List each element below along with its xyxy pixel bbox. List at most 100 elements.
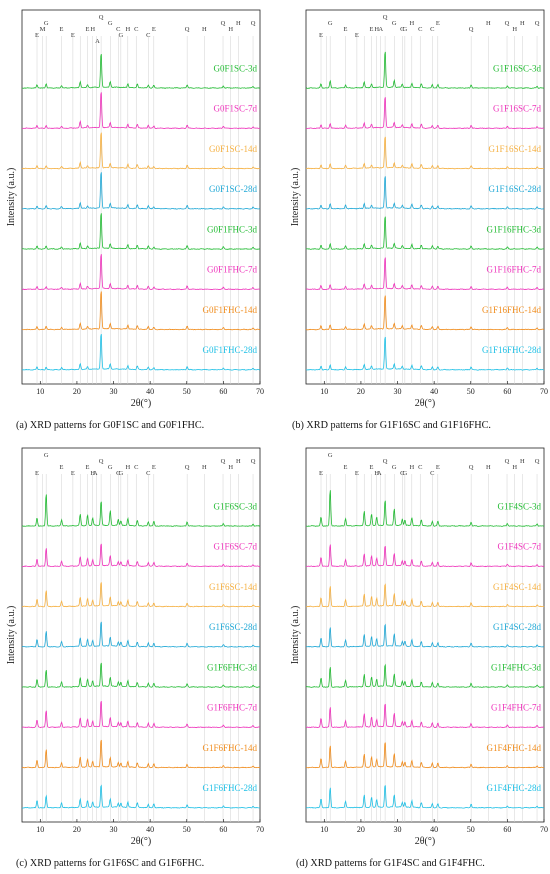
series-label: G0F1SC-3d	[213, 63, 257, 73]
series-label: G1F16SC-3d	[493, 63, 542, 73]
x-tick-label: 40	[146, 387, 154, 396]
x-tick-label: 50	[183, 825, 191, 834]
x-tick-label: 70	[540, 825, 548, 834]
phase-label: A	[95, 38, 100, 45]
series-label: G1F16FHC-14d	[482, 305, 542, 315]
phase-label: H	[486, 464, 491, 471]
series-label: G1F6FHC-7d	[207, 703, 258, 713]
x-tick-label: 60	[219, 387, 227, 396]
phase-label: E	[370, 464, 374, 471]
xrd-trace	[21, 621, 261, 648]
x-tick-label: 70	[256, 387, 264, 396]
xrd-trace	[21, 254, 261, 291]
panel-d-caption: (d) XRD patterns for G1F4SC and G1F4FHC.	[296, 858, 485, 869]
xrd-trace	[305, 785, 545, 809]
panel-d-reference-lines	[320, 474, 538, 822]
panel-b-caption: (b) XRD patterns for G1F16SC and G1F16FH…	[292, 420, 491, 431]
phase-label: Q	[99, 458, 104, 465]
x-tick-label: 40	[430, 825, 438, 834]
xrd-trace	[305, 623, 545, 648]
xrd-trace	[305, 336, 545, 371]
phase-label: Q	[535, 458, 540, 465]
x-tick-label: 60	[503, 825, 511, 834]
phase-label: E	[152, 464, 156, 471]
xrd-trace	[21, 213, 261, 250]
panel-b-ylabel: Intensity (a.u.)	[290, 168, 301, 227]
phase-label: G	[108, 20, 113, 27]
phase-label: Q	[99, 14, 104, 21]
xrd-trace	[305, 136, 545, 170]
x-tick-label: 40	[430, 387, 438, 396]
phase-label: H	[520, 20, 525, 27]
series-label: G1F6FHC-3d	[207, 662, 258, 672]
phase-label: H	[409, 464, 414, 471]
phase-label: E	[86, 26, 90, 33]
x-tick-label: 30	[110, 387, 118, 396]
x-tick-label: 20	[73, 387, 81, 396]
phase-label: G	[119, 470, 124, 477]
x-tick-label: 60	[503, 387, 511, 396]
xrd-trace	[305, 742, 545, 769]
phase-label: H	[125, 26, 130, 33]
series-label: G0F1FHC-28d	[202, 345, 257, 355]
phase-label: E	[370, 26, 374, 33]
phase-label: G	[328, 20, 333, 27]
phase-label: C	[116, 26, 120, 33]
xrd-trace	[305, 663, 545, 688]
series-label: G1F4SC-7d	[497, 542, 541, 552]
phase-label: A	[377, 470, 382, 477]
panel-d-series: G1F4SC-3d G1F4SC-7d G1F4SC-14d G1F4SC-28d G1…	[305, 490, 545, 809]
phase-label: Q	[505, 20, 510, 27]
phase-label: Q	[535, 20, 540, 27]
xrd-trace	[305, 257, 545, 291]
series-label: G0F1FHC-7d	[207, 265, 258, 275]
phase-label: A	[378, 26, 383, 33]
series-label: G1F6SC-3d	[213, 501, 257, 511]
xrd-trace	[21, 739, 261, 769]
series-label: G1F16SC-28d	[488, 184, 541, 194]
series-label: G1F4FHC-28d	[486, 783, 541, 793]
phase-label: C	[418, 464, 422, 471]
phase-label: G	[119, 32, 124, 39]
phase-label: E	[60, 26, 64, 33]
series-label: G0F1SC-28d	[209, 184, 258, 194]
x-tick-label: 70	[540, 387, 548, 396]
panel-a-frame	[21, 9, 261, 385]
phase-label: G	[328, 452, 333, 459]
phase-label: E	[436, 20, 440, 27]
phase-label: E	[355, 32, 359, 39]
phase-label: H	[512, 464, 517, 471]
xrd-trace	[21, 132, 261, 170]
panel-c-caption: (c) XRD patterns for G1F6SC and G1F6FHC.	[16, 858, 204, 869]
series-label: G1F4FHC-7d	[491, 703, 542, 713]
phase-label: H	[520, 458, 525, 465]
phase-label: H	[202, 26, 207, 33]
x-tick-label: 10	[320, 387, 328, 396]
xrd-trace	[21, 700, 261, 729]
xrd-trace	[305, 216, 545, 250]
x-tick-label: 20	[73, 825, 81, 834]
series-label: G1F16FHC-7d	[486, 265, 541, 275]
panel-a-series: G0F1SC-3d G0F1SC-7d G0F1SC-14d G0F1SC-28d G0…	[21, 53, 261, 371]
phase-label: E	[344, 26, 348, 33]
xrd-trace	[305, 176, 545, 210]
x-tick-label: 50	[183, 387, 191, 396]
phase-label: Q	[221, 458, 226, 465]
phase-label: C	[134, 26, 138, 33]
panel-b-reference-lines	[320, 36, 538, 384]
phase-label: E	[35, 32, 39, 39]
phase-label: H	[512, 26, 517, 33]
xrd-trace	[21, 334, 261, 371]
series-label: G1F4FHC-14d	[486, 743, 541, 753]
series-label: G1F16SC-14d	[488, 144, 541, 154]
panel-b-xticks: 10 20 30 40 50 60 70	[320, 381, 548, 396]
phase-label: G	[403, 26, 408, 33]
phase-label: Q	[505, 458, 510, 465]
x-tick-label: 30	[394, 825, 402, 834]
panel-d-xlabel: 2θ(°)	[415, 836, 435, 847]
panel-c-xlabel: 2θ(°)	[131, 836, 151, 847]
phase-label: Q	[221, 20, 226, 27]
panel-d-xticks: 10 20 30 40 50 60 70	[320, 819, 548, 834]
